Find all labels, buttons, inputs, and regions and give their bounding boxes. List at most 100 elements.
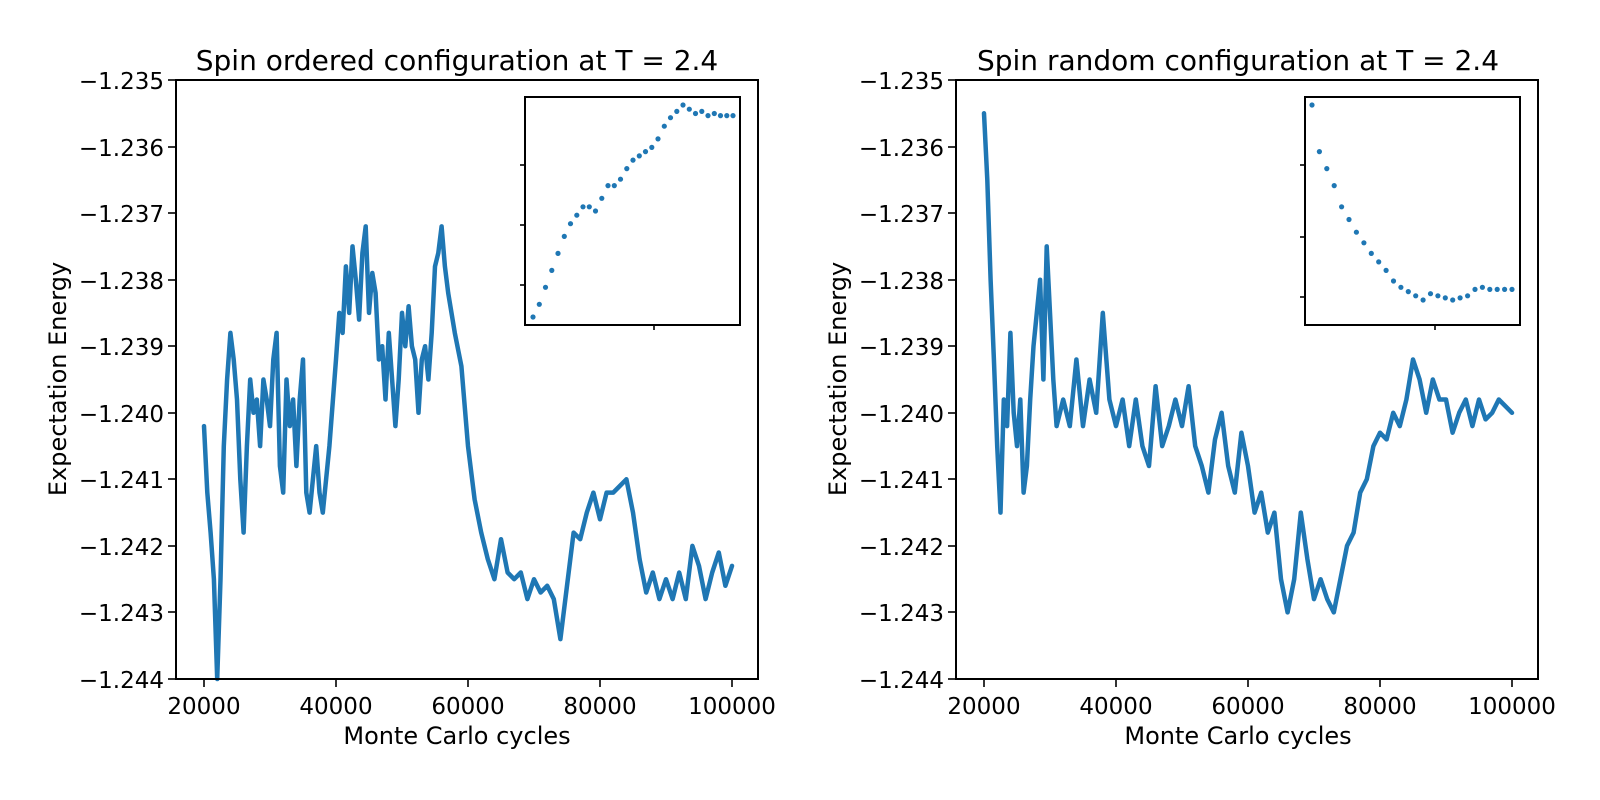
inset-point <box>630 157 636 163</box>
inset-point <box>605 183 611 189</box>
inset-point <box>1457 295 1463 301</box>
inset-point <box>717 113 724 119</box>
series-line-ordered <box>201 224 735 682</box>
inset-point <box>1494 286 1500 292</box>
inset-point <box>1353 229 1359 235</box>
inset-point <box>649 144 655 150</box>
inset-point <box>542 284 549 290</box>
x-tick-label: 60000 <box>431 694 504 720</box>
inset-point <box>692 110 699 117</box>
x-tick-label: 40000 <box>299 694 372 720</box>
y-tick-label: −1.241 <box>859 468 944 494</box>
axis-ticks <box>168 79 733 687</box>
inset-point <box>636 153 642 159</box>
inset-point <box>1435 293 1441 299</box>
y-tick-label: −1.237 <box>79 202 164 228</box>
plot-area-frame <box>175 79 759 680</box>
inset-point <box>1339 204 1345 210</box>
x-axis-label: Monte Carlo cycles <box>343 722 570 750</box>
y-tick-label: −1.243 <box>79 601 164 627</box>
inset-point <box>1390 278 1397 284</box>
y-tick-label: −1.238 <box>859 269 944 295</box>
inset-point <box>1376 259 1382 265</box>
y-tick-label: −1.240 <box>859 402 944 428</box>
x-tick-label: 100000 <box>688 694 776 720</box>
x-tick-label: 80000 <box>563 694 636 720</box>
inset-point <box>1413 293 1419 299</box>
series-line-random <box>981 111 1515 615</box>
inset-point <box>1442 295 1448 301</box>
y-tick-label: −1.236 <box>859 136 944 162</box>
x-tick-label: 20000 <box>947 694 1020 720</box>
inset-point <box>1346 216 1352 223</box>
inset-point <box>617 176 624 182</box>
inset-point <box>642 149 649 155</box>
y-tick-label: −1.237 <box>859 202 944 228</box>
inset-point <box>574 212 580 218</box>
y-tick-label: −1.240 <box>79 402 164 428</box>
chart-panel-ordered: Spin ordered configuration at T = 2.4 Mo… <box>44 44 776 750</box>
inset-point <box>699 108 705 114</box>
inset-point <box>599 195 605 201</box>
inset-point <box>730 113 736 119</box>
x-tick-labels: 20000 40000 60000 80000 100000 <box>947 694 1555 720</box>
y-tick-label: −1.243 <box>859 601 944 627</box>
x-tick-label: 60000 <box>1211 694 1284 720</box>
inset-point <box>655 136 661 142</box>
inset-frame <box>524 96 741 326</box>
y-axis-label: Expectation Energy <box>824 262 852 496</box>
inset-point <box>611 183 617 189</box>
inset-point <box>549 267 555 273</box>
inset-point <box>1420 297 1426 303</box>
x-tick-label: 20000 <box>167 694 240 720</box>
inset-point <box>536 301 542 307</box>
x-axis-label: Monte Carlo cycles <box>1124 722 1351 750</box>
y-tick-label: −1.244 <box>79 668 164 694</box>
inset-plot <box>520 96 741 330</box>
inset-point <box>1324 166 1330 172</box>
inset-point <box>1427 291 1434 297</box>
y-tick-label: −1.241 <box>79 468 164 494</box>
inset-point <box>1383 267 1389 273</box>
y-tick-labels: −1.244 −1.243 −1.242 −1.241 −1.240 −1.23… <box>859 69 944 694</box>
y-tick-label: −1.238 <box>79 269 164 295</box>
inset-point <box>1316 149 1322 155</box>
inset-point <box>1487 286 1493 292</box>
inset-point <box>1479 284 1485 290</box>
inset-point <box>661 123 667 129</box>
y-tick-label: −1.239 <box>859 335 944 361</box>
inset-points <box>1309 102 1515 303</box>
inset-point <box>1502 286 1508 292</box>
y-tick-label: −1.236 <box>79 136 164 162</box>
inset-point <box>555 250 561 256</box>
inset-points <box>530 102 736 320</box>
inset-point <box>580 204 586 210</box>
inset-point <box>586 204 592 210</box>
x-tick-label: 100000 <box>1468 694 1556 720</box>
inset-point <box>567 221 574 227</box>
x-tick-label: 40000 <box>1079 694 1152 720</box>
inset-point <box>705 113 711 119</box>
y-tick-label: −1.235 <box>79 69 164 95</box>
axis-ticks <box>948 79 1513 687</box>
inset-point <box>1368 250 1374 256</box>
inset-point <box>724 113 730 119</box>
x-tick-labels: 20000 40000 60000 80000 100000 <box>167 694 775 720</box>
y-tick-label: −1.244 <box>859 668 944 694</box>
inset-point <box>624 166 630 172</box>
inset-point <box>1405 289 1411 295</box>
inset-point <box>530 314 536 320</box>
inset-point <box>1398 284 1404 290</box>
y-tick-label: −1.242 <box>859 535 944 561</box>
inset-point <box>1331 183 1337 189</box>
y-tick-label: −1.242 <box>79 535 164 561</box>
y-tick-label: −1.239 <box>79 335 164 361</box>
chart-panel-random: Spin random configuration at T = 2.4 Mon… <box>824 44 1556 750</box>
inset-point <box>592 208 599 214</box>
plot-area-frame <box>955 79 1539 680</box>
inset-point <box>1472 286 1478 292</box>
inset-point <box>1450 297 1456 303</box>
inset-point <box>711 110 717 117</box>
inset-point <box>561 233 567 239</box>
